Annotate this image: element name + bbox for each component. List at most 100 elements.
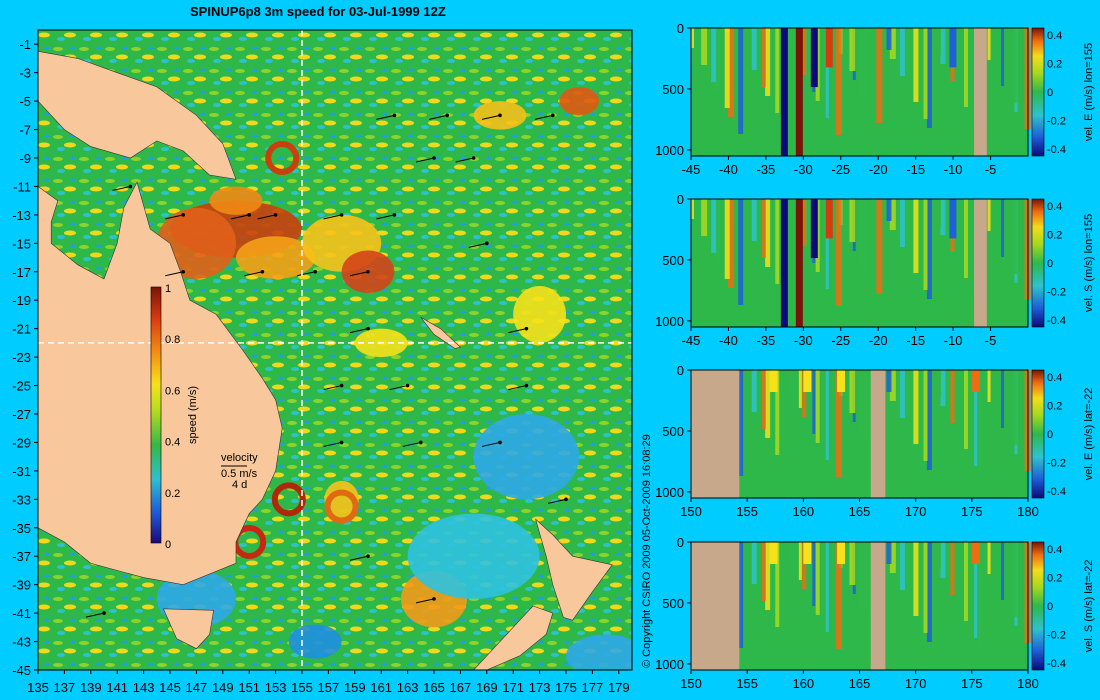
section-land [691, 370, 740, 498]
section-streak [849, 199, 856, 242]
x-tick-label: -10 [944, 162, 963, 177]
eddy-ring [265, 141, 300, 175]
y-tick-label: -27 [12, 407, 31, 422]
x-tick-label: 165 [849, 504, 871, 519]
section-streak [1011, 199, 1018, 274]
x-tick-label: -20 [869, 162, 888, 177]
y-tick-label: -45 [12, 663, 31, 678]
speed-map [38, 30, 632, 670]
y-tick-label: -43 [12, 635, 31, 650]
section-streak [987, 370, 991, 402]
velocity-arrow [244, 269, 265, 277]
x-tick-label: 155 [736, 504, 758, 519]
velocity-arrow [481, 113, 502, 120]
y-tick-label: 0 [677, 535, 684, 550]
x-tick-label: 153 [265, 680, 287, 695]
eddy-ring [271, 482, 306, 517]
section-streak [886, 28, 892, 50]
section-streak [1011, 542, 1018, 617]
arrow-head [392, 213, 397, 217]
arrow-head [419, 440, 423, 445]
section-streak [899, 28, 905, 76]
velocity-colorbar [1031, 198, 1045, 328]
section-streak [835, 542, 842, 649]
arrow-head [498, 113, 502, 118]
arrow-shaft [508, 385, 527, 391]
y-tick-label: -35 [12, 521, 31, 536]
x-tick-label: 150 [680, 504, 702, 519]
x-tick-label: 170 [905, 504, 927, 519]
x-tick-label: -30 [794, 333, 813, 348]
colorbar-tick-label: -0.2 [1047, 629, 1066, 641]
arrow-shaft [415, 157, 435, 163]
y-tick-label: -11 [13, 179, 31, 194]
y-tick-label: -17 [12, 265, 31, 280]
x-tick-label: 139 [80, 680, 102, 695]
y-tick-label: 0 [677, 21, 684, 36]
section-core [825, 199, 833, 239]
section-streak [701, 199, 708, 236]
section-streak [751, 199, 757, 241]
velocity-key-title: velocity [221, 452, 258, 464]
colorbar-tick-label: 0.8 [165, 334, 180, 346]
section-panel-3: 150 155 160 165 170 175 180 0 500 1000 0.4 0.2 0 -0.2… [655, 363, 1095, 519]
arrow-shaft [455, 157, 474, 163]
section-land [691, 542, 740, 670]
x-tick-label: 145 [159, 680, 181, 695]
velocity-arrow [323, 213, 344, 220]
velocity-arrow [349, 269, 370, 277]
section-streak [923, 28, 928, 119]
section-core [949, 199, 957, 239]
section-streak [937, 199, 942, 226]
x-tick-label: 159 [344, 680, 366, 695]
colorbar-tick-label: 0.2 [1047, 401, 1062, 413]
arrow-head [485, 241, 489, 246]
velocity-arrow [402, 440, 423, 447]
section-core [803, 370, 812, 392]
x-tick-label: 179 [608, 680, 630, 695]
velocity-arrow [547, 497, 568, 504]
eddy-ring [324, 489, 359, 524]
speed-colorbar [150, 286, 162, 544]
section-streak [815, 370, 820, 443]
section-streak [825, 542, 829, 632]
section-land [870, 370, 886, 498]
section-streak [963, 370, 968, 449]
section-streak [1011, 370, 1018, 445]
arrow-head [432, 597, 436, 601]
colorbar-tick-label: -0.2 [1047, 115, 1066, 127]
arrow-shaft [376, 114, 395, 120]
section-streak [963, 199, 968, 278]
arrow-shaft [165, 214, 184, 220]
x-tick-label: 169 [476, 680, 498, 695]
colorbar-tick-label: 0.4 [1047, 372, 1062, 384]
arrow-head [247, 213, 251, 217]
y-tick-label: -1 [19, 37, 31, 52]
land-new-guinea [38, 50, 237, 180]
arrow-head [181, 269, 185, 274]
section-streak [775, 370, 780, 455]
section-streak [937, 542, 942, 569]
section-ylabel: vel. E (m/s) lat=-22 [1083, 388, 1095, 481]
section-streak [724, 199, 730, 279]
section-streak [775, 28, 780, 113]
velocity-arrow [508, 326, 529, 334]
velocity-arrow [165, 269, 185, 277]
velocity-arrow [323, 383, 344, 391]
speed-patch [407, 513, 540, 599]
section-streak [940, 28, 946, 64]
arrow-shaft [508, 328, 527, 334]
y-tick-label: -23 [12, 350, 31, 365]
velocity-colorbar [1031, 27, 1045, 157]
velocity-arrow [389, 383, 410, 391]
x-tick-label: 167 [450, 680, 472, 695]
section-streak [711, 199, 717, 253]
arrow-shaft [547, 498, 567, 504]
section-land [974, 199, 987, 327]
x-tick-label: -15 [906, 333, 925, 348]
section-streak [862, 199, 869, 268]
arrow-shaft [323, 385, 342, 391]
section-land [870, 542, 886, 670]
y-tick-label: -3 [19, 66, 31, 81]
velocity-arrow [349, 554, 370, 561]
